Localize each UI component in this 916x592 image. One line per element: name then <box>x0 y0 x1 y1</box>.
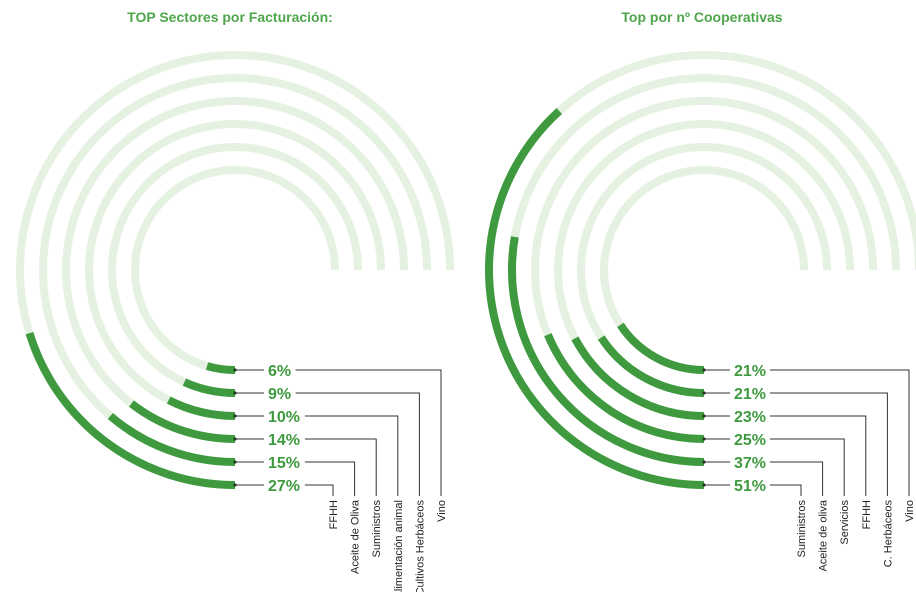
ring-track <box>62 97 408 443</box>
chart-title: TOP Sectores por Facturación: <box>127 9 333 25</box>
category-label: C. Herbáceos <box>882 500 894 568</box>
category-label: Servicios <box>839 500 851 545</box>
category-label: Suministros <box>796 500 808 558</box>
value-label: 21% <box>734 363 766 380</box>
ring-value-arc <box>508 236 705 466</box>
ring-track <box>131 166 339 374</box>
category-leader <box>295 392 420 496</box>
radial-chart-1: TOP Sectores por Facturación: 6% Vino 9% Cul… <box>16 9 454 592</box>
category-leader <box>769 415 867 496</box>
radial-chart-2: Top por nº Cooperativas 21% Vino 21% C. Herb… <box>485 9 916 572</box>
ring-value-arc <box>182 378 236 397</box>
category-label: FFHH <box>861 500 873 529</box>
category-leader <box>769 461 824 496</box>
ring-value-arc <box>597 335 705 397</box>
category-label: Aceite de oliva <box>818 499 830 571</box>
category-label: Cultivos Herbáceos <box>414 500 426 592</box>
ring-value-arc <box>617 322 705 374</box>
category-label: Suministros <box>371 500 383 558</box>
ring-value-arc <box>107 412 236 466</box>
value-label: 21% <box>734 386 766 403</box>
category-leader <box>769 369 910 496</box>
category-label: FFHH <box>328 500 340 529</box>
category-leader <box>304 415 399 496</box>
value-label: 37% <box>734 455 766 472</box>
value-label: 6% <box>268 363 291 380</box>
category-leader <box>304 484 334 496</box>
category-leader <box>304 438 377 496</box>
value-label: 9% <box>268 386 291 403</box>
value-label: 14% <box>268 432 300 449</box>
category-leader <box>295 369 442 496</box>
ring-value-arc <box>485 108 705 489</box>
value-label: 51% <box>734 478 766 495</box>
ring-value-arc <box>205 362 236 374</box>
chart-title: Top por nº Cooperativas <box>621 9 782 25</box>
category-label: Aceite de Oliva <box>350 499 362 574</box>
category-label: Vino <box>904 500 916 522</box>
value-label: 10% <box>268 409 300 426</box>
value-label: 15% <box>268 455 300 472</box>
category-leader <box>769 484 802 496</box>
ring-track <box>108 143 362 397</box>
category-leader <box>769 392 888 496</box>
category-leader <box>304 461 356 496</box>
value-label: 25% <box>734 432 766 449</box>
value-label: 27% <box>268 478 300 495</box>
ring-value-arc <box>544 333 705 443</box>
ring-track <box>85 120 385 420</box>
value-label: 23% <box>734 409 766 426</box>
ring-value-arc <box>25 332 236 489</box>
ring-value-arc <box>128 400 236 443</box>
ring-value-arc <box>571 336 705 420</box>
ring-value-arc <box>166 396 236 420</box>
ring-track <box>39 74 431 466</box>
category-leader <box>769 438 845 496</box>
category-label: Alimentación animal <box>393 500 405 592</box>
category-label: Vino <box>436 500 448 522</box>
